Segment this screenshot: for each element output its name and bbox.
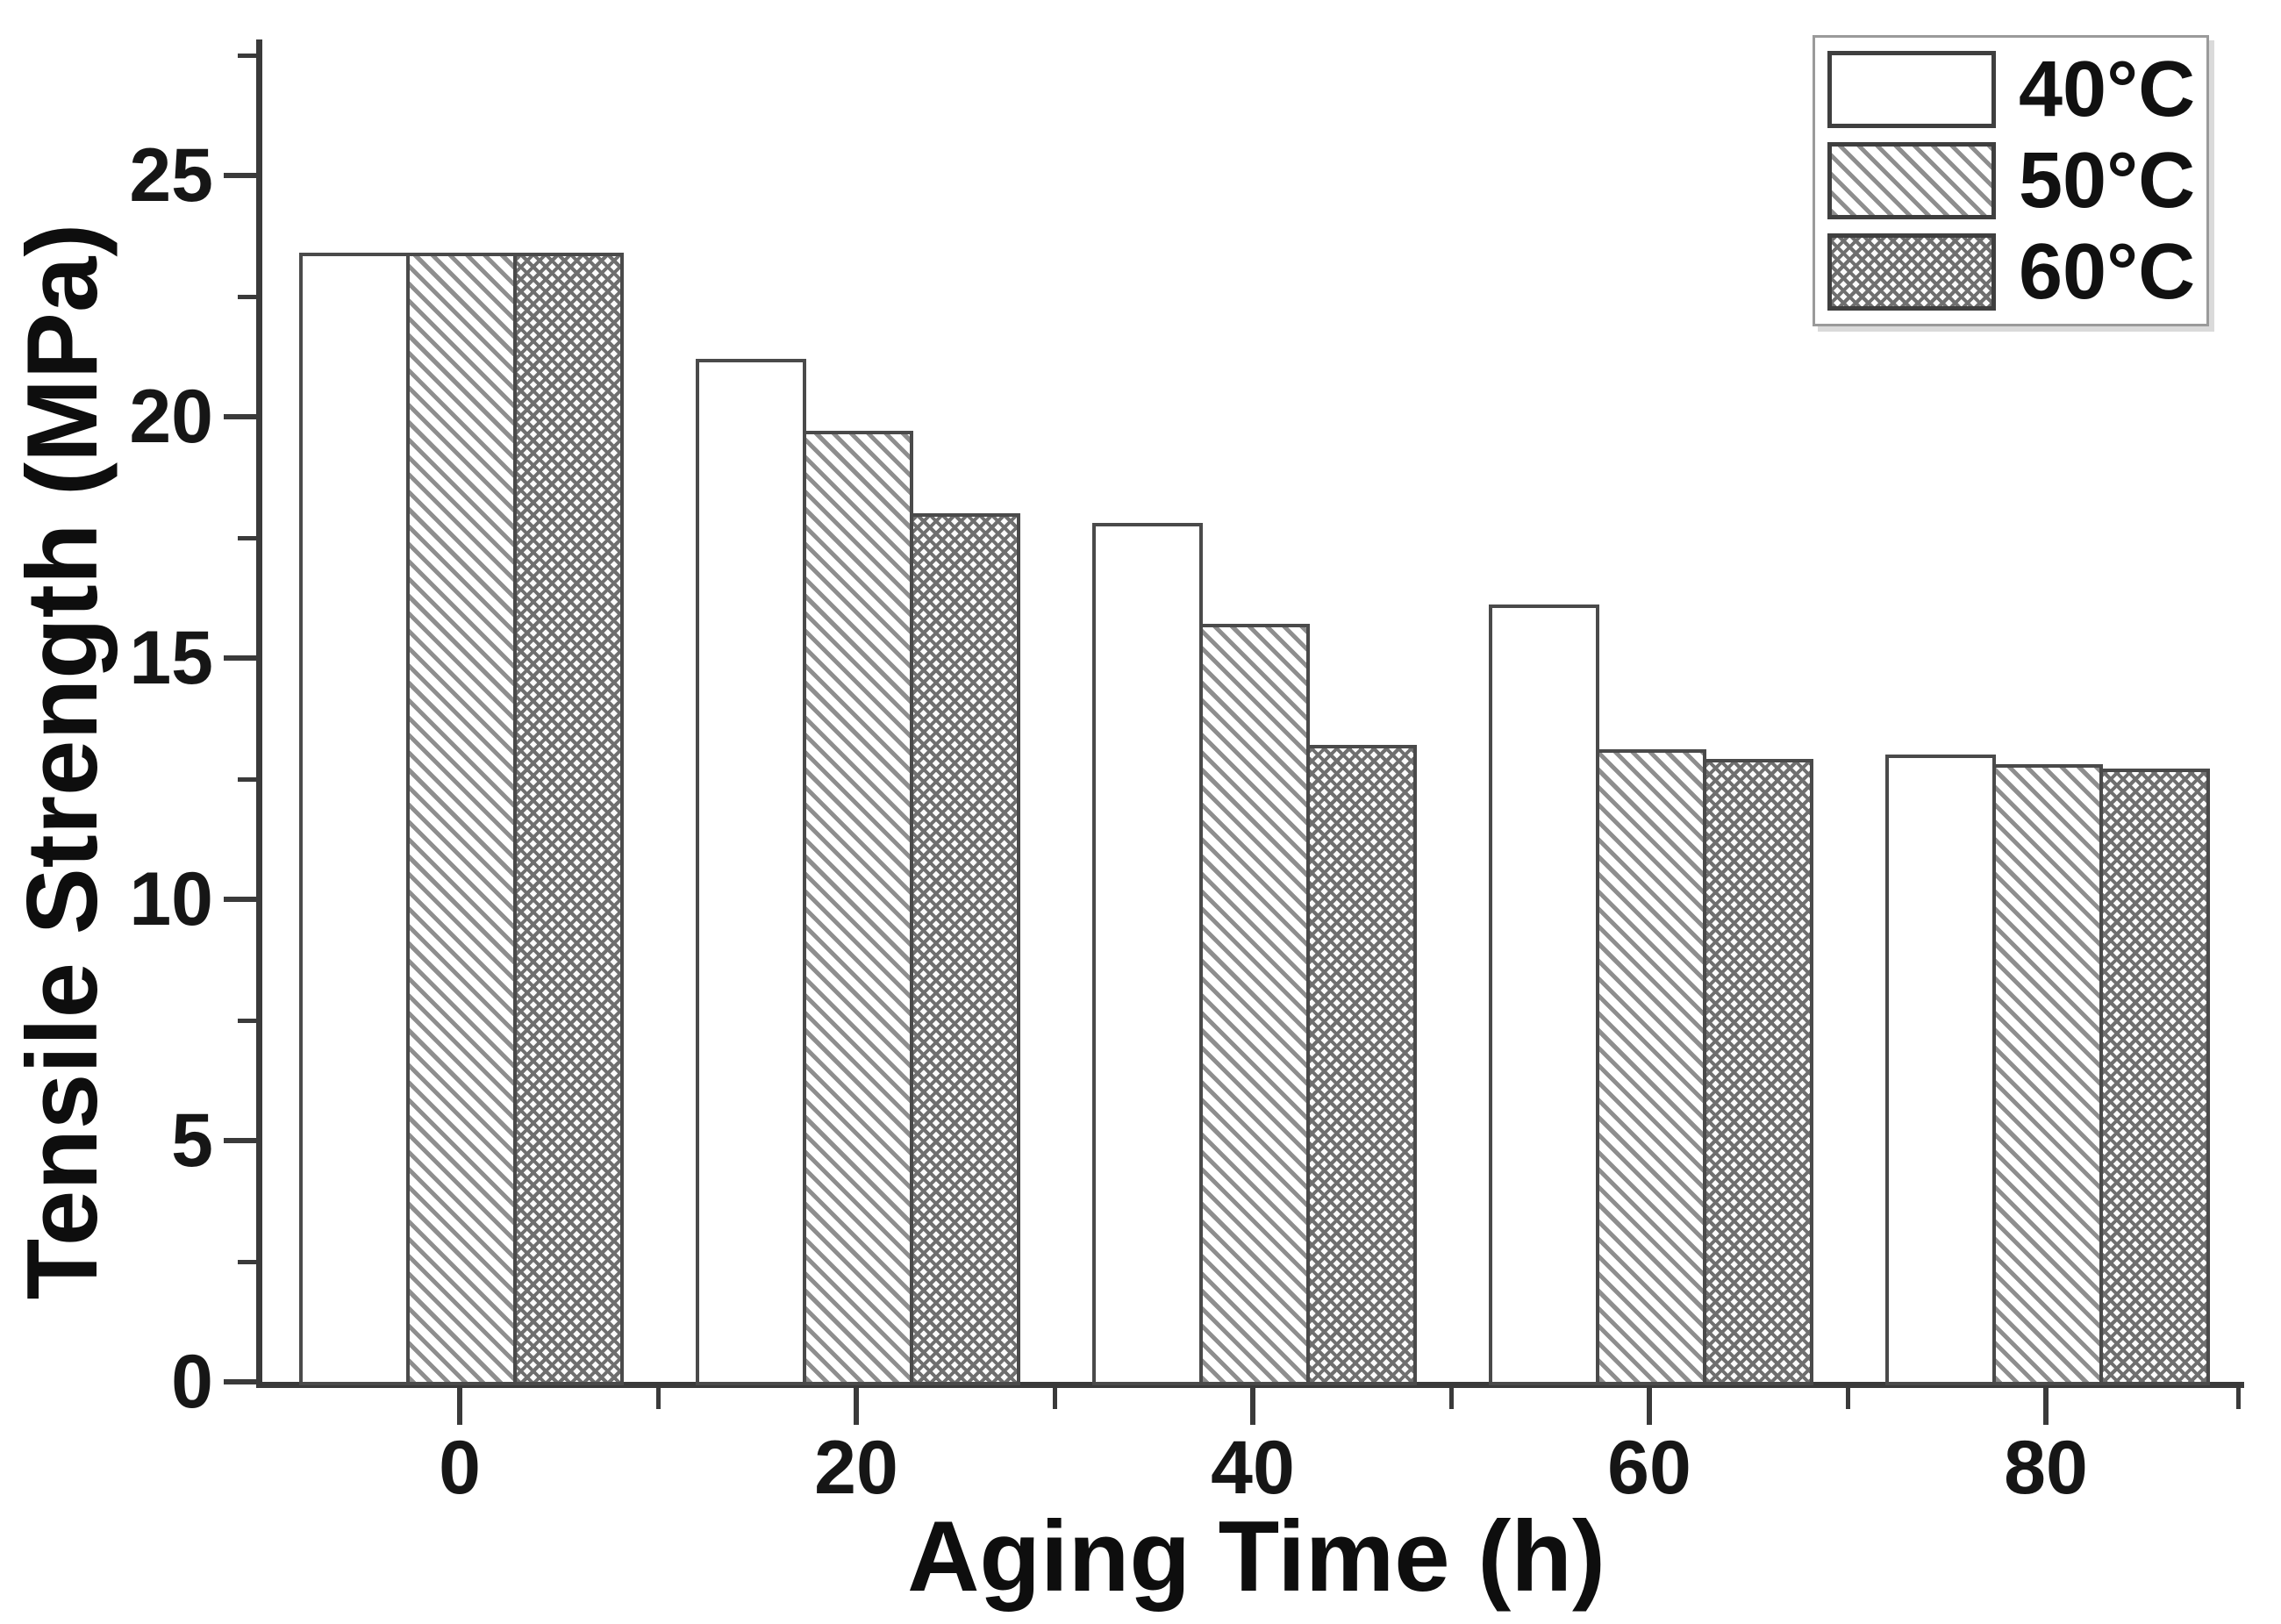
y-tick-label: 5 <box>171 1098 213 1183</box>
x-tick-label: 80 <box>2004 1426 2088 1510</box>
bar-60C-20h <box>910 513 1020 1385</box>
x-minor-tick <box>1449 1388 1454 1409</box>
y-tick-label: 10 <box>129 857 213 941</box>
x-minor-tick <box>1846 1388 1850 1409</box>
y-axis-title: Tensile Strength (MPa) <box>7 223 118 1300</box>
x-tick-label: 0 <box>439 1426 481 1510</box>
legend-label-60c: 60°C <box>2019 228 2196 316</box>
legend: 40°C 50°C 60°C <box>1813 35 2209 326</box>
x-tick-label: 40 <box>1211 1426 1295 1510</box>
y-minor-tick <box>238 53 259 58</box>
y-minor-tick <box>238 1259 259 1264</box>
y-major-tick <box>224 1379 259 1384</box>
y-tick-label: 20 <box>129 375 213 459</box>
bar-60C-60h <box>1703 759 1813 1385</box>
x-minor-tick <box>656 1388 661 1409</box>
bar-60C-0h <box>513 253 624 1385</box>
y-axis-line <box>256 39 262 1388</box>
legend-swatch-60c-icon <box>1827 233 1996 311</box>
legend-swatch-50c-icon <box>1827 142 1996 219</box>
bar-50C-40h <box>1199 624 1310 1385</box>
y-major-tick <box>224 897 259 902</box>
legend-row-60c: 60°C <box>1827 228 2196 316</box>
legend-label-40c: 40°C <box>2019 46 2196 133</box>
y-tick-label: 15 <box>129 616 213 700</box>
x-tick-label: 60 <box>1607 1426 1691 1510</box>
y-major-tick <box>224 1138 259 1143</box>
y-major-tick <box>224 173 259 178</box>
y-minor-tick <box>238 294 259 299</box>
bar-40C-40h <box>1092 523 1203 1385</box>
legend-label-50c: 50°C <box>2019 137 2196 225</box>
bar-50C-20h <box>803 431 913 1385</box>
y-major-tick <box>224 655 259 661</box>
bar-60C-40h <box>1306 745 1417 1385</box>
bar-50C-0h <box>406 253 517 1385</box>
legend-row-40c: 40°C <box>1827 46 2196 133</box>
y-minor-tick <box>238 535 259 540</box>
x-major-tick <box>2043 1388 2049 1425</box>
x-major-tick <box>1250 1388 1255 1425</box>
legend-row-50c: 50°C <box>1827 137 2196 225</box>
x-major-tick <box>1647 1388 1652 1425</box>
bar-50C-80h <box>1992 764 2103 1385</box>
x-major-tick <box>457 1388 462 1425</box>
bar-60C-80h <box>2099 769 2210 1385</box>
y-major-tick <box>224 414 259 419</box>
bar-40C-60h <box>1489 605 1599 1385</box>
x-minor-tick <box>2236 1388 2241 1409</box>
bar-50C-60h <box>1596 749 1706 1385</box>
bar-40C-80h <box>1885 755 1996 1385</box>
y-tick-label: 0 <box>171 1340 213 1424</box>
bar-40C-20h <box>696 359 806 1385</box>
y-tick-label: 25 <box>129 133 213 218</box>
bar-40C-0h <box>299 253 410 1385</box>
x-minor-tick <box>1053 1388 1057 1409</box>
y-minor-tick <box>238 776 259 782</box>
legend-swatch-40c-icon <box>1827 51 1996 128</box>
x-axis-title: Aging Time (h) <box>907 1501 1605 1613</box>
y-minor-tick <box>238 1018 259 1023</box>
x-major-tick <box>854 1388 859 1425</box>
x-tick-label: 20 <box>814 1426 898 1510</box>
